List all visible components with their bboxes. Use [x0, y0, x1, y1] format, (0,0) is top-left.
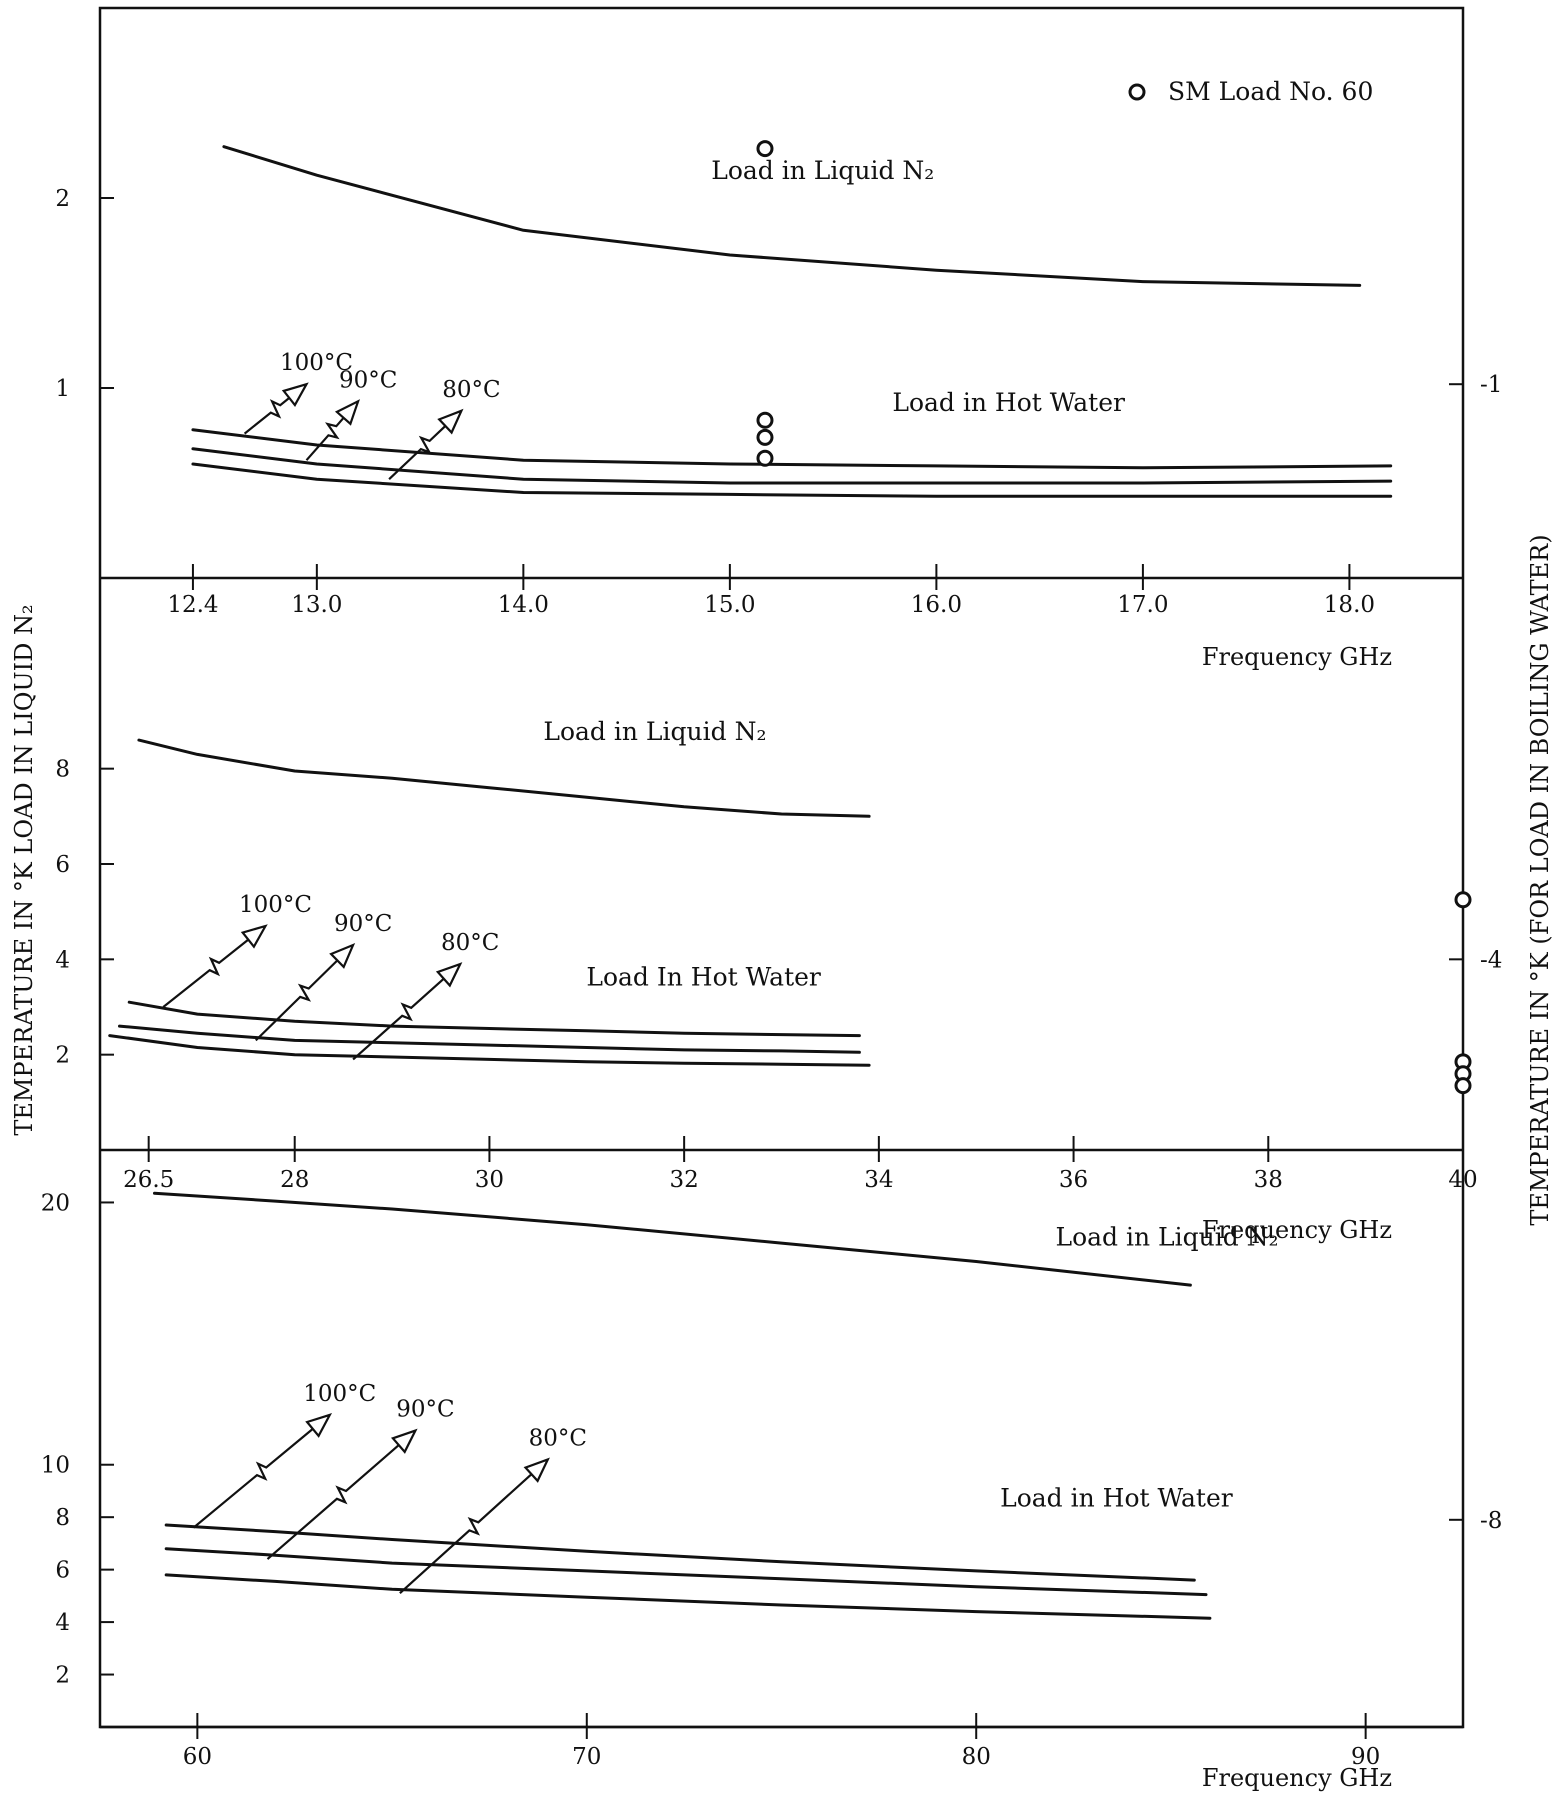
panel-ka-band-arrow-label: 90°C	[334, 911, 392, 937]
panel-ku-band-x-tick-label: 17.0	[1117, 592, 1168, 618]
panel-w-band-arrow-label: 90°C	[396, 1397, 454, 1423]
panel-ka-band-x-tick-label: 32	[670, 1167, 699, 1193]
panel-ka-band-series-load-in-liquid-n	[137, 738, 871, 818]
panel-ka-band-point-sm-load	[1454, 1077, 1472, 1095]
panel-ku-band-x-tick-label: 15.0	[704, 592, 755, 618]
panel-w-band-arrowhead-80-c	[523, 1457, 550, 1483]
panel-ka-band-arrow-label: 100°C	[239, 892, 312, 918]
panel-ka-band-series-100-c	[127, 1000, 861, 1038]
panel-ka-band-annotation: Load in Liquid N₂	[543, 717, 766, 746]
panel-ka-band-x-tick-label: 40	[1448, 1167, 1477, 1193]
panel-w-band-series-100-c	[164, 1523, 1196, 1582]
panel-ka-band-arrow-90-c	[255, 959, 339, 1042]
panel-ka-band-arrow-100-c	[162, 938, 249, 1008]
panel-w-band-y-tick-label: 6	[55, 1558, 70, 1584]
panel-ku-band-arrow-label: 100°C	[280, 350, 353, 376]
panel-w-band-y-tick-label: 2	[55, 1663, 70, 1689]
panel-ka-band-y-tick-label: 8	[55, 757, 70, 783]
panel-w-band-x-tick-label: 90	[1351, 1744, 1380, 1770]
panel-ku-band-series-load-in-liquid-n	[222, 145, 1362, 287]
panel-w-band-x-tick-label: 60	[183, 1744, 212, 1770]
panel-w-band-series-load-in-liquid-n	[153, 1191, 1192, 1287]
left-axis-title: TEMPERATURE IN °K LOAD IN LIQUID N₂	[10, 604, 38, 1135]
panel-ka-band-x-tick-label: 38	[1254, 1167, 1283, 1193]
panel-w-band-y-tick-label: 10	[41, 1453, 70, 1479]
panel-ka-band-arrow-80-c	[352, 977, 445, 1061]
panel-ku-band-x-tick-label: 12.4	[167, 592, 218, 618]
panel-w-band-y-tick-label: 4	[55, 1610, 70, 1636]
panel-ku-band-x-axis-label: Frequency GHz	[1202, 643, 1392, 671]
panel-w-band-arrow-80-c	[399, 1473, 533, 1595]
panel-ku-band-arrow-90-c	[305, 417, 345, 461]
panel-ku-band-point-sm-load	[756, 449, 774, 467]
panel-ka-band-x-axis-label: Frequency GHz	[1202, 1216, 1392, 1244]
panel-ka-band-series-90-c	[118, 1024, 861, 1054]
panel-ku-band-arrowhead-80-c	[437, 408, 464, 435]
panel-ku-band-x-tick-label: 13.0	[291, 592, 342, 618]
panel-w-band-x-tick-label: 80	[962, 1744, 991, 1770]
panel-ku-band-y-tick-label: 2	[55, 186, 70, 212]
panel-ku-band-y-tick-label: 1	[55, 376, 70, 402]
panel-w-band-arrow-100-c	[192, 1428, 314, 1529]
right-axis-title: TEMPERATURE IN °K (FOR LOAD IN BOILING W…	[1526, 534, 1554, 1225]
panel-ku-band-series-90-c	[191, 447, 1393, 485]
panel-ka-band-x-tick-label: 36	[1059, 1167, 1088, 1193]
panel-ku-band-annotation: Load in Hot Water	[892, 388, 1125, 417]
panel-ka-band-arrowhead-100-c	[240, 924, 268, 949]
panel-w-band-x-tick-label: 70	[572, 1744, 601, 1770]
panel-w-band-series-90-c	[164, 1547, 1208, 1597]
panel-ku-band-right-tick-label: -1	[1480, 372, 1502, 398]
legend-label: SM Load No. 60	[1168, 77, 1373, 106]
panel-ku-band-arrow-label: 90°C	[339, 367, 397, 393]
panel-w-band-arrow-label: 80°C	[529, 1425, 587, 1451]
panel-ka-band-arrow-label: 80°C	[441, 930, 499, 956]
panel-ku-band-series-100-c	[191, 428, 1393, 470]
legend-symbol	[1128, 83, 1146, 101]
panel-ku-band-arrowhead-100-c	[281, 382, 309, 407]
panel-ku-band-point-sm-load	[756, 411, 774, 429]
panel-ka-band-series-80-c	[108, 1034, 871, 1067]
panel-w-band-arrowhead-100-c	[305, 1413, 333, 1438]
panel-ka-band-y-tick-label: 4	[55, 947, 70, 973]
panel-ku-band-arrow-100-c	[243, 397, 290, 435]
panel-w-band-arrowhead-90-c	[390, 1428, 418, 1454]
panel-ku-band-x-tick-label: 16.0	[911, 592, 962, 618]
figure-frame	[98, 6, 1465, 1729]
panel-ku-band-x-tick-label: 18.0	[1324, 592, 1375, 618]
panel-ka-band-x-tick-label: 34	[864, 1167, 893, 1193]
panel-ku-band-annotation: Load in Liquid N₂	[711, 156, 934, 185]
panel-ka-band-y-tick-label: 2	[55, 1043, 70, 1069]
panel-ka-band-x-tick-label: 26.5	[123, 1167, 174, 1193]
panel-w-band-arrow-90-c	[266, 1444, 400, 1560]
panel-w-band-right-tick-label: -8	[1480, 1508, 1502, 1534]
panel-ku-band-series-80-c	[191, 462, 1393, 498]
panel-ku-band-point-sm-load	[756, 140, 774, 158]
panel-ka-band-arrowhead-90-c	[329, 942, 356, 969]
panel-ka-band-annotation: Load In Hot Water	[586, 963, 821, 992]
panel-ku-band-x-tick-label: 14.0	[498, 592, 549, 618]
panel-w-band-x-axis-label: Frequency GHz	[1202, 1764, 1392, 1792]
panel-w-band-y-tick-label: 8	[55, 1505, 70, 1531]
panel-w-band-y-tick-label: 20	[41, 1190, 70, 1216]
panel-w-band-annotation: Load in Liquid N₂	[1055, 1223, 1278, 1252]
panel-w-band-annotation: Load in Hot Water	[1000, 1484, 1233, 1513]
panel-ka-band-x-tick-label: 30	[475, 1167, 504, 1193]
panel-ka-band-right-tick-label: -4	[1480, 947, 1502, 973]
panel-ku-band-arrowhead-90-c	[334, 399, 361, 426]
panel-ka-band-y-tick-label: 6	[55, 852, 70, 878]
panel-w-band-arrow-label: 100°C	[303, 1381, 376, 1407]
panel-ku-band-point-sm-load	[756, 428, 774, 446]
panel-w-band-series-80-c	[164, 1573, 1212, 1620]
panel-ku-band-arrow-80-c	[388, 425, 447, 480]
panel-ka-band-arrowhead-80-c	[435, 962, 463, 988]
panel-ka-band-point-sm-load	[1454, 891, 1472, 909]
panel-ku-band-arrow-label: 80°C	[442, 377, 500, 403]
panel-ka-band-x-tick-label: 28	[280, 1167, 309, 1193]
